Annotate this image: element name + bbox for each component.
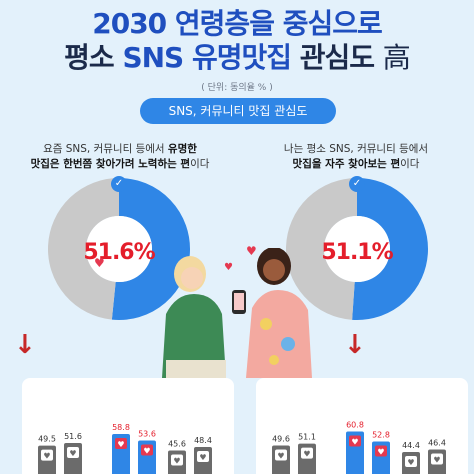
person-face [263,259,285,281]
bar-value-label: 58.8 [112,423,130,432]
heart-badge [197,451,209,462]
down-arrow-icon: ↓ [14,330,36,360]
heart-badge [349,435,361,447]
donut-slice-main [352,178,428,320]
left-bar-chart: ♥ 49.5 ♥ 51.6 ♥ 58.8 ♥ 53.6 ♥ 45.6 ♥ 48.4 [38,423,212,474]
bar-value-label: 51.6 [64,432,82,441]
bar-value-label: 46.4 [428,439,446,448]
bar-value-label: 49.6 [272,435,290,444]
heart-icon: ♥ [351,438,358,447]
right-bar-panel: ♥ 49.6 ♥ 51.1 ♥ 60.8 ♥ 52.8 ♥ 44.4 ♥ 46.4 [256,378,468,474]
left-bar-panel: ♥ 49.5 ♥ 51.6 ♥ 58.8 ♥ 53.6 ♥ 45.6 ♥ 48.4 [22,378,234,474]
heart-icon: ♥ [69,449,76,458]
donut-hole [324,216,390,282]
right-percent-label: 51.1% [321,240,393,265]
right-donut-chart [286,178,428,320]
bar-value-label: 49.5 [38,435,56,444]
people-illustration [162,248,312,378]
donut-hole [86,216,152,282]
bar-value-label: 60.8 [346,421,364,430]
heart-icon: ♥ [407,458,414,467]
heart-badge [67,447,79,458]
person-face [181,267,203,289]
unit-note: ( 단위: 동의율 % ) [201,83,273,93]
title-high-char: 高 [382,41,411,74]
right-caption-b: 맛집을 자주 찾아보는 편 [292,158,401,170]
check-icon: ✓ [349,176,365,192]
heart-icon: ♥ [94,256,105,270]
right-caption-a: 나는 평소 SNS, 커뮤니티 등에서 [283,143,429,155]
donut-slice-rest [48,178,120,320]
dress-flower [269,355,279,365]
heart-badge [115,438,127,449]
bar-value-label: 45.6 [168,440,186,449]
title-highlight: SNS 유명맛집 [122,41,292,74]
bar-value-label: 44.4 [402,441,420,450]
dress-flower [281,337,295,351]
section-pill: SNS, 커뮤니티 맛집 관심도 [140,98,336,124]
heart-badge [41,449,53,461]
heart-badge [375,445,387,457]
down-arrow-icon: ↓ [344,330,366,360]
bar-value-label: 52.8 [372,431,390,440]
left-caption-a: 요즘 SNS, 커뮤니티 등에서 [43,143,168,155]
heart-icon: ♥ [224,262,233,273]
heart-icon: ♥ [117,440,124,449]
left-caption: 요즘 SNS, 커뮤니티 등에서 유명한 맛집은 한번쯤 찾아가려 노력하는 편… [10,142,230,172]
title-suffix: 관심도 [291,41,383,74]
heart-badge [431,453,443,465]
left-caption-d: 이다 [190,158,210,170]
title-line-1: 2030 연령층을 중심으로 [92,7,383,40]
heart-badge [141,444,153,456]
phone-screen [234,293,244,310]
dress-flower [260,318,272,330]
heart-icon: ♥ [143,447,150,456]
donut-slice-rest [286,178,358,320]
right-bar-chart: ♥ 49.6 ♥ 51.1 ♥ 60.8 ♥ 52.8 ♥ 44.4 ♥ 46.4 [272,421,446,474]
person-shirt [162,294,226,378]
heart-icon: ♥ [377,448,384,457]
person-dress [246,290,312,378]
left-percent-label: 51.6% [83,240,155,265]
donut-slice-main [111,178,190,320]
heart-icon: ♥ [433,456,440,465]
heart-badge [171,454,183,466]
heart-icon: ♥ [173,457,180,466]
title-prefix: 평소 [64,41,123,74]
left-caption-b: 유명한 [167,143,197,155]
bar-value-label: 53.6 [138,430,156,439]
heart-badge [301,447,313,459]
right-caption: 나는 평소 SNS, 커뮤니티 등에서 맛집을 자주 찾아보는 편이다 [246,142,466,172]
heart-icon: ♥ [277,452,284,461]
bar-value-label: 48.4 [194,436,212,445]
heart-icon: ♥ [303,450,310,459]
bar-value-label: 51.1 [298,433,316,442]
left-caption-c: 맛집은 한번쯤 찾아가려 노력하는 편 [30,158,191,170]
title-line-2: 평소 SNS 유명맛집 관심도 高 [0,36,474,76]
heart-icon: ♥ [43,452,50,461]
heart-badge [275,449,287,461]
right-caption-c: 이다 [400,158,420,170]
heart-badge [405,456,417,467]
heart-icon: ♥ [199,453,206,462]
left-donut-chart [48,178,190,320]
check-icon: ✓ [111,176,127,192]
heart-icon: ♥ [246,244,257,258]
person-skirt [166,360,226,378]
